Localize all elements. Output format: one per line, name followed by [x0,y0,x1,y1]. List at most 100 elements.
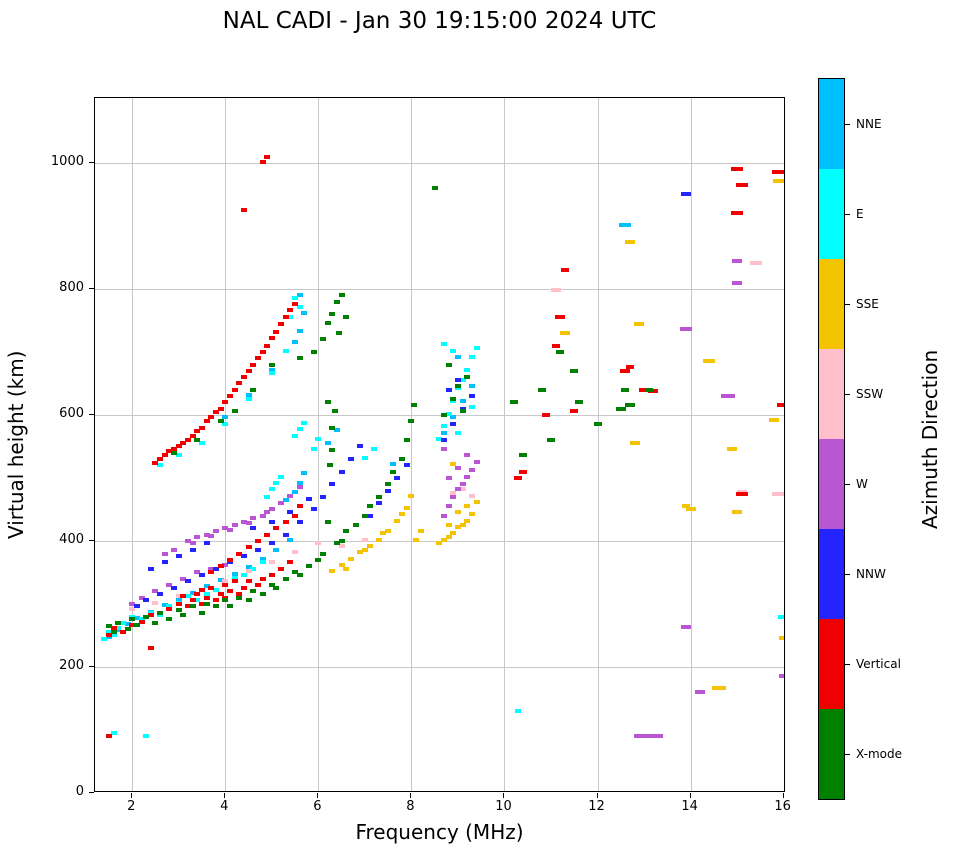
data-point-e [259,560,266,565]
data-point-nnw [468,394,475,399]
x-gridline [225,98,227,791]
data-point-vertical [110,625,117,630]
data-point-ssw [749,261,762,266]
data-point-nnw [454,377,461,382]
data-point-w [468,468,475,473]
data-point-nnw [440,438,447,443]
y-gridline [95,162,784,164]
data-point-nne [259,556,266,561]
data-point-w [445,503,452,508]
y-tick-mark [89,161,94,163]
data-point-x-mode [245,598,252,603]
data-point-ssw [550,288,561,293]
data-point-nnw [133,604,140,609]
data-point-vertical [626,365,635,370]
data-point-vertical [245,545,252,550]
data-point-nne [287,537,294,542]
colorbar-tick [845,304,850,305]
data-point-w [185,538,192,543]
data-point-x-mode [282,576,289,581]
colorbar-segment-nne [819,79,844,169]
data-point-sse [380,531,387,536]
data-point-x-mode [440,412,447,417]
colorbar-category-label: SSW [856,387,884,401]
data-point-e [268,371,275,376]
data-point-e [175,453,182,458]
data-point-e [440,342,447,347]
data-point-nne [217,578,224,583]
data-point-x-mode [375,494,382,499]
data-point-x-mode [222,598,229,603]
data-point-w [264,509,271,514]
data-point-e [287,314,294,319]
data-point-w [473,459,480,464]
data-point-vertical [245,368,252,373]
y-tick-mark [89,413,94,415]
data-point-vertical [171,446,178,451]
data-point-nnw [157,591,164,596]
data-point-nne [245,392,252,397]
data-point-w [440,446,447,451]
data-point-x-mode [268,362,275,367]
data-point-vertical [542,412,551,417]
x-gridline [504,98,506,791]
data-point-vertical [147,613,154,618]
colorbar-segment-w [819,439,844,529]
data-point-sse [629,440,640,445]
data-point-e [157,463,164,468]
data-point-x-mode [292,570,299,575]
data-point-w [259,513,266,518]
data-point-e [473,346,480,351]
data-point-e [185,594,192,599]
x-gridline [318,98,320,791]
data-point-nne [115,628,122,633]
data-point-x-mode [324,520,331,525]
x-gridline [783,98,784,791]
data-point-nne [301,310,308,315]
data-point-nnw [338,469,345,474]
data-point-w [296,484,303,489]
data-point-vertical [157,457,164,462]
colorbar-category-label: NNE [856,117,882,131]
data-point-vertical [231,387,238,392]
data-point-x-mode [259,591,266,596]
data-point-x-mode [625,402,636,407]
data-point-e [110,731,117,736]
data-point-sse [436,541,443,546]
data-point-vertical [264,343,271,348]
data-point-nne [203,584,210,589]
data-point-nnw [287,509,294,514]
data-point-x-mode [389,469,396,474]
data-point-sse [559,331,570,336]
data-point-ssw [338,544,345,548]
data-point-x-mode [217,419,224,424]
azimuth-colorbar [818,78,845,800]
data-point-e [454,430,461,435]
data-point-vertical [250,362,257,367]
data-point-w [694,690,705,695]
data-point-vertical [287,308,294,313]
data-point-nne [245,565,252,570]
data-point-sse [343,566,350,571]
data-point-sse [329,569,336,574]
data-point-x-mode [324,400,331,405]
data-point-w [208,533,215,538]
colorbar-tick [845,754,850,755]
x-gridline [132,98,134,791]
data-point-vertical [189,598,196,603]
data-point-sse [459,522,466,527]
data-point-vertical [208,570,215,575]
colorbar-category-label: W [856,477,868,491]
data-point-w [440,513,447,518]
data-point-vertical [648,388,659,393]
data-point-x-mode [152,620,159,625]
data-point-e [292,434,299,439]
data-point-vertical [222,400,229,405]
data-point-x-mode [124,627,131,632]
data-point-vertical [292,513,299,518]
data-point-w [459,482,466,487]
data-point-nnw [394,475,401,480]
data-point-e [315,436,322,441]
data-point-x-mode [459,409,466,414]
data-point-x-mode [236,595,243,600]
